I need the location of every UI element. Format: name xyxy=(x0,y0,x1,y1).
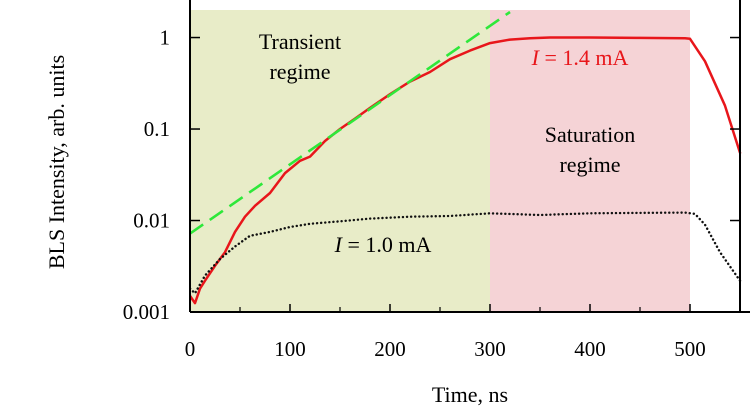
x-tick-label: 300 xyxy=(474,337,506,361)
y-tick-label: 0.1 xyxy=(144,117,170,141)
y-tick-label: 1 xyxy=(160,26,171,50)
x-axis-title: Time, ns xyxy=(432,382,508,407)
series-group xyxy=(190,10,742,305)
x-tick-label: 0 xyxy=(185,337,196,361)
series-label-1: I = 1.0 mA xyxy=(334,232,432,257)
x-tick-label: 400 xyxy=(574,337,606,361)
series-line-dotted xyxy=(190,211,742,295)
region-label-1: Saturation regime xyxy=(545,122,635,177)
series-line-dashed xyxy=(190,10,511,235)
region-1 xyxy=(490,10,690,312)
annotations: Transient regime Saturation regime I = 1.4 m… xyxy=(259,29,635,257)
region-0 xyxy=(190,10,490,312)
x-tick-label: 500 xyxy=(674,337,706,361)
region-label-0: Transient regime xyxy=(259,29,341,84)
y-axis-title: BLS Intensity, arb. units xyxy=(44,55,69,269)
x-tick-label: 200 xyxy=(374,337,406,361)
y-tick-label: 0.01 xyxy=(133,209,170,233)
axes: 0 100 200 300 400 500 0.001 0.01 0.1 1 xyxy=(123,0,750,361)
x-tick-label: 100 xyxy=(274,337,306,361)
series-label-0: I = 1.4 mA xyxy=(531,45,629,70)
regime-shading xyxy=(190,10,690,312)
y-tick-label: 0.001 xyxy=(123,300,170,324)
